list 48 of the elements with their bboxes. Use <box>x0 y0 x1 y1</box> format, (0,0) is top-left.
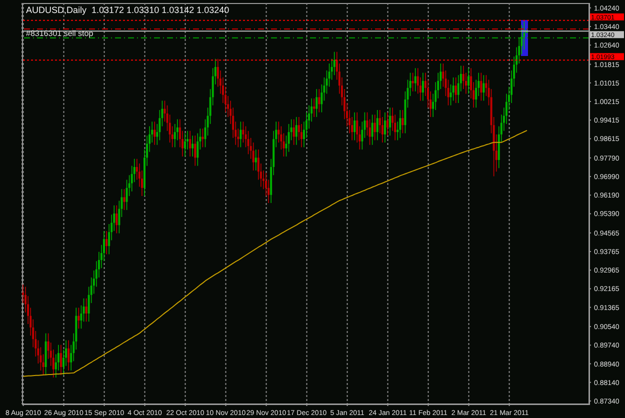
candlestick <box>252 142 254 171</box>
candlestick <box>374 114 376 141</box>
candlestick <box>202 128 204 148</box>
candlestick <box>422 72 424 102</box>
candlestick <box>452 77 454 102</box>
candlestick <box>288 124 290 152</box>
candlestick <box>454 77 457 104</box>
candlestick <box>68 340 70 371</box>
candlestick <box>376 110 378 141</box>
candlestick <box>242 121 244 143</box>
candlestick <box>189 130 192 157</box>
candlestick <box>386 112 388 136</box>
candlestick <box>316 88 318 118</box>
candlestick <box>292 118 295 146</box>
candlestick <box>389 107 392 136</box>
candlestick <box>116 204 118 234</box>
candlestick <box>371 114 374 146</box>
candlestick <box>414 68 416 92</box>
candlestick <box>468 68 470 94</box>
candlestick <box>126 179 128 210</box>
candlestick <box>480 72 482 102</box>
candlestick <box>240 121 242 148</box>
candlestick <box>123 188 126 210</box>
candlestick <box>384 112 386 143</box>
candlestick <box>192 135 194 157</box>
candlestick <box>399 110 402 138</box>
candlestick <box>60 344 62 376</box>
candlestick <box>313 98 316 118</box>
candlestick <box>247 130 250 155</box>
candlestick <box>354 112 356 141</box>
candlestick <box>174 124 176 148</box>
candlestick <box>402 110 404 134</box>
candlestick <box>196 132 199 166</box>
chart-title: AUDUSD,Daily 1.03172 1.03310 1.03142 1.03240 <box>26 5 230 15</box>
candlestick <box>318 88 320 113</box>
candlestick <box>184 132 186 157</box>
candlestick <box>194 135 196 166</box>
candlestick <box>106 230 108 255</box>
candlestick <box>85 298 88 322</box>
candlestick <box>333 51 336 76</box>
candlestick <box>295 116 298 146</box>
candlestick <box>254 149 257 171</box>
candlestick <box>482 74 485 102</box>
candlestick <box>154 121 156 146</box>
ref-line-label: #8316301 sell stop <box>26 28 94 38</box>
candlestick <box>462 65 464 90</box>
candlestick <box>78 307 80 330</box>
line-series <box>22 130 528 377</box>
